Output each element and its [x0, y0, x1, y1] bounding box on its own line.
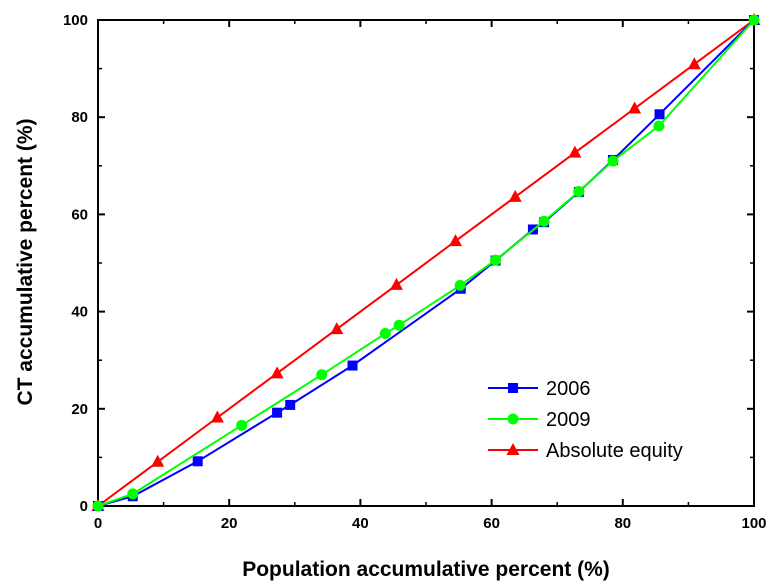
y-tick-label: 100 [63, 12, 88, 29]
series-2 [91, 13, 761, 511]
y-tick-label: 40 [71, 304, 88, 321]
legend-label: 2009 [546, 409, 591, 431]
legend-swatch-marker [507, 413, 519, 425]
data-point [454, 279, 466, 291]
data-point [573, 186, 585, 198]
data-point [151, 454, 165, 467]
x-tick-label: 80 [614, 515, 631, 532]
data-point [347, 360, 358, 371]
x-axis: 0 20 40 60 80 100 [94, 20, 767, 532]
data-point [192, 456, 203, 467]
data-point [653, 120, 665, 132]
data-point [538, 215, 550, 227]
legend-item: Absolute equity [488, 440, 683, 462]
data-point [393, 319, 405, 331]
y-tick-label: 60 [71, 206, 88, 223]
y-axis-title: CT accumulative percent (%) [14, 118, 37, 405]
x-axis-title: Population accumulative percent (%) [242, 558, 610, 581]
data-point [654, 109, 665, 120]
x-tick-label: 100 [741, 515, 766, 532]
x-tick-label: 20 [221, 515, 238, 532]
data-point [285, 399, 296, 410]
data-point [490, 254, 502, 266]
legend-item: 2009 [488, 409, 591, 431]
data-point [316, 369, 328, 381]
data-point [389, 277, 403, 290]
series-layer [91, 13, 761, 512]
legend-label: Absolute equity [546, 440, 683, 462]
data-point [379, 327, 391, 339]
y-tick-label: 20 [71, 401, 88, 418]
data-point [628, 101, 642, 114]
x-tick-label: 60 [483, 515, 500, 532]
x-tick-label: 40 [352, 515, 369, 532]
data-point [748, 14, 760, 26]
data-point [330, 322, 344, 335]
series-1 [92, 14, 760, 512]
legend-swatch-marker [506, 443, 520, 455]
data-point [270, 366, 284, 379]
data-point [127, 488, 139, 500]
legend-label: 2006 [546, 378, 591, 400]
legend-item: 2006 [488, 378, 591, 400]
y-tick-label: 80 [71, 109, 88, 126]
legend-swatch-marker [508, 383, 518, 393]
data-point [236, 419, 248, 431]
data-point [508, 189, 522, 202]
data-point [568, 145, 582, 158]
data-point [449, 234, 463, 247]
legend: 2006 2009 Absolute equity [488, 378, 683, 462]
x-tick-label: 0 [94, 515, 102, 532]
series-line [97, 19, 755, 507]
data-point [92, 500, 104, 512]
y-tick-label: 0 [80, 498, 88, 515]
data-point [607, 155, 619, 167]
data-point [210, 410, 224, 423]
data-point [272, 407, 283, 418]
data-point [687, 57, 701, 70]
